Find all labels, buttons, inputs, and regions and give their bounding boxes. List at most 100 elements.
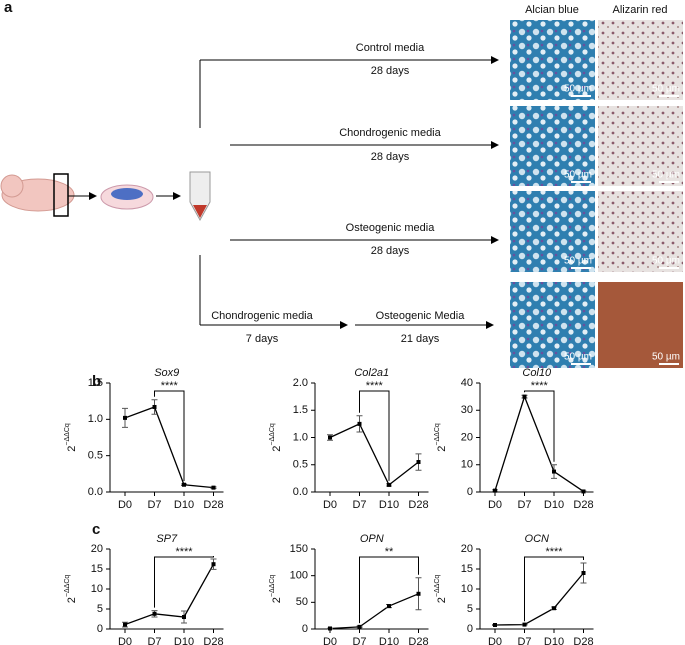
scale-bar-label: 50 µm: [564, 256, 592, 267]
y-tick-label: 150: [290, 543, 308, 555]
data-point: [552, 606, 556, 611]
data-line: [124, 406, 214, 489]
y-tick-label: 20: [461, 431, 473, 443]
y-tick-label: 30: [461, 404, 473, 416]
x-tick-label: D0: [488, 499, 502, 511]
significance-label: ****: [366, 380, 384, 392]
x-tick-label: D28: [203, 499, 223, 511]
panel-label: a: [4, 0, 13, 16]
y-label-base: 2: [271, 446, 283, 452]
significance-label: ****: [161, 380, 179, 392]
route-label: Osteogenic media: [346, 222, 436, 234]
x-tick-label: D10: [544, 499, 564, 511]
significance-label: **: [385, 546, 394, 558]
route-label: Chondrogenic media: [339, 127, 441, 139]
micrograph: [510, 282, 595, 368]
y-tick-label: 2.0: [293, 377, 308, 389]
y-label-base: 2: [271, 597, 283, 603]
x-tick-label: D28: [573, 636, 593, 645]
panel-label: c: [92, 521, 100, 538]
x-tick-label: D0: [488, 636, 502, 645]
data-point: [123, 415, 127, 420]
x-tick-label: D7: [517, 636, 531, 645]
data-point: [182, 615, 186, 619]
data-point: [416, 460, 421, 465]
y-tick-label: 0.5: [88, 450, 103, 462]
significance-bracket: [524, 556, 584, 622]
chart-title: Sox9: [154, 367, 179, 379]
panel-label: b: [92, 373, 101, 390]
data-line: [329, 423, 419, 486]
x-tick-label: D10: [174, 636, 194, 645]
y-label-exponent: −ΔΔCq: [434, 575, 441, 597]
micrograph: [598, 20, 683, 100]
data-line: [494, 572, 584, 626]
y-label-exponent: −ΔΔCq: [269, 575, 276, 597]
data-line: [124, 563, 215, 626]
y-tick-label: 0: [302, 623, 308, 635]
significance-label: ****: [531, 380, 549, 392]
y-tick-label: 1.0: [88, 413, 103, 425]
data-line: [329, 593, 419, 630]
micrograph: [598, 191, 683, 272]
x-tick-label: D10: [544, 636, 564, 645]
scale-bar-label: 50 µm: [564, 84, 592, 95]
y-tick-label: 15: [91, 563, 103, 575]
scale-bar-label: 50 µm: [652, 352, 680, 363]
data-point: [328, 435, 332, 440]
y-label-base: 2: [66, 446, 78, 452]
significance-bracket: [524, 390, 555, 462]
x-tick-label: D10: [379, 636, 399, 645]
x-tick-label: D7: [517, 499, 531, 511]
micrograph: [510, 191, 595, 272]
y-tick-label: 0.0: [293, 486, 308, 498]
data-point: [493, 623, 497, 627]
x-tick-label: D0: [118, 636, 132, 645]
data-point: [357, 624, 362, 629]
data-point: [211, 485, 216, 490]
route-label: Chondrogenic media: [211, 310, 313, 322]
data-point: [152, 404, 157, 409]
data-point: [522, 622, 527, 627]
route-duration: 7 days: [246, 333, 279, 345]
y-tick-label: 0: [467, 623, 473, 635]
x-tick-label: D28: [203, 636, 223, 645]
y-label-exponent: −ΔΔCq: [269, 423, 276, 445]
data-point: [552, 469, 556, 474]
data-point: [387, 604, 391, 609]
scale-bar-label: 50 µm: [564, 352, 592, 363]
column-header: Alcian blue: [525, 4, 579, 16]
data-line: [494, 394, 584, 492]
data-point: [211, 562, 216, 567]
y-axis-label: 2−ΔΔCq: [434, 423, 448, 452]
data-point: [152, 611, 157, 616]
y-tick-label: 0.5: [293, 459, 308, 471]
x-tick-label: D7: [352, 499, 366, 511]
y-tick-label: 1.5: [293, 404, 308, 416]
route-duration: 28 days: [371, 245, 410, 257]
data-point: [522, 394, 527, 399]
schematic: [0, 56, 499, 329]
data-point: [387, 482, 391, 487]
route-label: Control media: [356, 42, 425, 54]
x-tick-label: D0: [118, 499, 132, 511]
y-tick-label: 0: [467, 486, 473, 498]
micrographs: 50 µm 50 µm 50 µm 50 µm 50 µm 50 µm 50 µm 50 µm: [510, 20, 683, 368]
x-tick-label: D28: [573, 499, 593, 511]
data-point: [123, 622, 127, 627]
scale-bar-label: 50 µm: [652, 170, 680, 181]
data-point: [416, 591, 421, 596]
significance-bracket: [359, 390, 390, 481]
y-tick-label: 5: [467, 603, 473, 615]
route-label: Osteogenic Media: [376, 310, 466, 322]
y-tick-label: 5: [97, 603, 103, 615]
significance-label: ****: [175, 546, 193, 558]
chart-title: Col10: [522, 367, 552, 379]
y-label-base: 2: [66, 597, 78, 603]
y-tick-label: 40: [461, 377, 473, 389]
y-tick-label: 15: [461, 563, 473, 575]
micrograph: [598, 106, 683, 186]
y-tick-label: 20: [461, 543, 473, 555]
route-duration: 28 days: [371, 151, 410, 163]
y-tick-label: 1.0: [293, 431, 308, 443]
